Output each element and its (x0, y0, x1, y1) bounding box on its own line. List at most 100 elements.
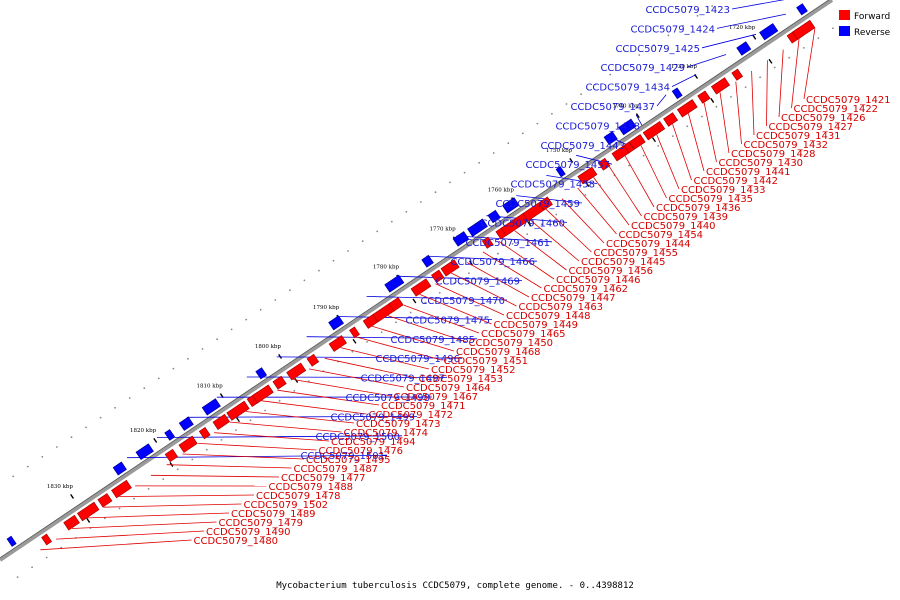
gene-label: CCDC5079_1448 (506, 311, 591, 322)
kbp-tick-label: 1810 kbp (197, 383, 224, 389)
leader-line (245, 411, 355, 424)
leader-line (577, 187, 617, 235)
gene-label: CCDC5079_1443 (540, 141, 625, 152)
leader-line (419, 294, 492, 325)
gene-label: CCDC5079_1461 (465, 238, 550, 249)
tick-dot (468, 272, 470, 275)
leader-line (791, 39, 800, 109)
leader-line (731, 0, 785, 10)
tick-dot (628, 164, 630, 167)
tick-dot (216, 338, 219, 341)
gene-label: CCDC5079_1454 (619, 230, 704, 241)
leader-line (336, 316, 493, 320)
tick-dot (802, 47, 805, 49)
kbp-tick-label: 1830 kbp (47, 484, 74, 490)
reverse-gene (736, 41, 752, 56)
gene-label: CCDC5079_1450 (469, 338, 554, 349)
leader-line (609, 166, 642, 217)
tick-dot (303, 279, 306, 282)
gene-label: CCDC5079_1452 (431, 365, 516, 376)
gene-label: CCDC5079_1479 (219, 518, 304, 529)
forward-gene (198, 426, 211, 440)
leader-line (435, 283, 505, 316)
leader-line (87, 512, 230, 519)
gene-label: CCDC5079_1499 (330, 412, 415, 423)
gene-labels: CCDC5079_1423 CCDC5079_1424 CCDC5079_1425 C… (194, 5, 891, 547)
tick-dot (744, 86, 747, 88)
tick-dot (264, 409, 266, 412)
tick-dot (671, 135, 674, 138)
gene-label: CCDC5079_1458 (510, 180, 595, 191)
kbp-tick-mark (278, 353, 283, 359)
tick-dot (623, 63, 626, 66)
gene-label: CCDC5079_1502 (244, 500, 329, 511)
tick-dot (424, 301, 427, 304)
gene-label: CCDC5079_1473 (356, 419, 441, 430)
gene-label: CCDC5079_1497 (360, 374, 445, 385)
tick-dot (682, 24, 684, 27)
reverse-gene (555, 166, 566, 178)
label-leader-lines (40, 0, 816, 551)
tick-dot (667, 34, 670, 37)
gene-label: CCDC5079_1433 (681, 185, 766, 196)
gene-label: CCDC5079_1453 (419, 374, 504, 385)
kbp-tick-label: 1770 kbp (430, 227, 457, 233)
gene-label: CCDC5079_1457 (525, 160, 610, 171)
kbp-tick-mark (294, 378, 299, 383)
tick-dot (249, 419, 252, 422)
leader-line (56, 530, 205, 540)
leader-line (719, 92, 730, 154)
kbp-tick-label: 1790 kbp (313, 305, 340, 311)
gene-label: CCDC5079_1472 (369, 410, 454, 421)
gene-label: CCDC5079_1487 (294, 464, 379, 475)
gene-label: CCDC5079_1464 (406, 383, 491, 394)
leader-line (276, 356, 463, 359)
gene-label: CCDC5079_1447 (531, 293, 616, 304)
legend-reverse-label: Reverse (854, 28, 891, 38)
gene-label: CCDC5079_1445 (581, 257, 666, 268)
leader-line (635, 114, 643, 126)
gene-label: CCDC5079_1439 (644, 212, 729, 223)
reverse-gene (178, 416, 194, 431)
gene-label: CCDC5079_1485 (390, 335, 475, 346)
leader-line (701, 33, 757, 49)
tick-dot (351, 350, 354, 353)
tick-dot (361, 240, 364, 243)
gene-label: CCDC5079_1435 (669, 194, 754, 205)
leader-line (466, 262, 530, 298)
leader-line (766, 60, 768, 127)
tick-dot (390, 220, 393, 223)
tick-dot (104, 517, 106, 520)
leader-line (261, 400, 367, 415)
gene-label: CCDC5079_1466 (450, 257, 535, 268)
kbp-tick-mark (752, 34, 757, 40)
reverse-gene (796, 3, 808, 16)
forward-gene (41, 533, 53, 546)
tick-dot (478, 161, 480, 164)
leader-line (451, 272, 517, 307)
forward-gene (731, 68, 744, 81)
reverse-gene (328, 315, 345, 331)
tick-dot (609, 73, 612, 76)
tick-dot (157, 377, 160, 380)
tick-dot (536, 122, 539, 125)
reverse-gene (487, 209, 501, 224)
gene-label: CCDC5079_1489 (231, 509, 316, 520)
tick-dot (555, 213, 558, 216)
kbp-tick-label: 1740 kbp (613, 103, 640, 109)
gene-label: CCDC5079_1478 (256, 491, 341, 502)
forward-gene (676, 99, 698, 118)
kbp-tick-mark (352, 338, 357, 344)
gene-label: CCDC5079_1463 (519, 302, 604, 313)
leader-line (214, 432, 330, 442)
tick-dot (118, 507, 121, 510)
forward-gene (623, 141, 635, 154)
tick-dot (235, 429, 237, 431)
kbp-tick-label: 1780 kbp (373, 265, 400, 271)
tick-dot (293, 390, 296, 392)
leader-line (703, 102, 717, 163)
tick-dot (274, 299, 277, 301)
reverse-gene (6, 535, 17, 547)
tick-dot (85, 426, 87, 429)
reverse-gene (384, 274, 405, 293)
